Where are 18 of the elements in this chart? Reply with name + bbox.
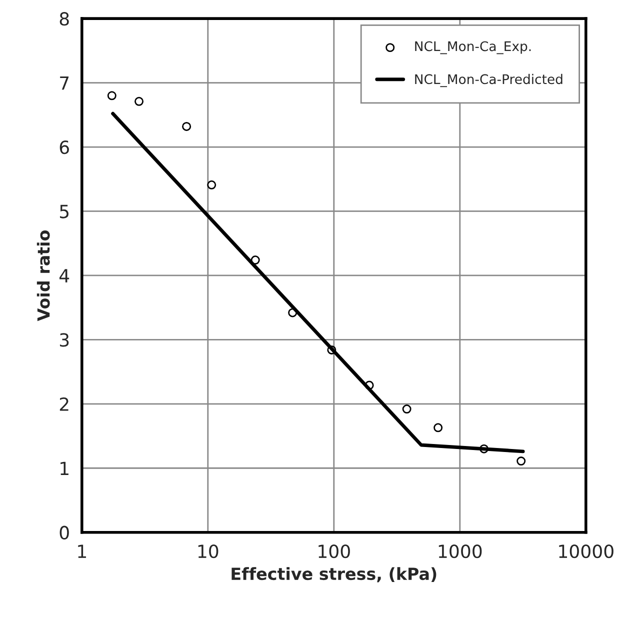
y-tick-label: 8 xyxy=(60,12,69,26)
y-tick-label: 6 xyxy=(60,140,69,154)
y-tick-label: 0 xyxy=(60,526,69,540)
y-tick-label: 5 xyxy=(60,204,69,218)
x-tick-label: 100 xyxy=(318,544,350,558)
y-tick-label: 1 xyxy=(60,462,68,475)
y-tick-label: 2 xyxy=(60,397,68,411)
legend-label: NCL_Mon-Ca-Predicted xyxy=(415,74,562,88)
x-tick-label: 10000 xyxy=(559,544,614,558)
y-tick-label: 7 xyxy=(60,76,69,90)
y-tick-label: 4 xyxy=(59,269,70,282)
x-tick-label: 1 xyxy=(78,544,86,558)
legend-label: NCL_Mon-Ca_Exp. xyxy=(415,41,531,54)
y-axis-title: Void ratio xyxy=(36,230,50,322)
x-tick-label: 1000 xyxy=(438,544,482,558)
x-tick-label: 10 xyxy=(198,544,218,558)
y-tick-label: 3 xyxy=(60,333,69,347)
x-axis-title: Effective stress, (kPa) xyxy=(232,567,436,582)
